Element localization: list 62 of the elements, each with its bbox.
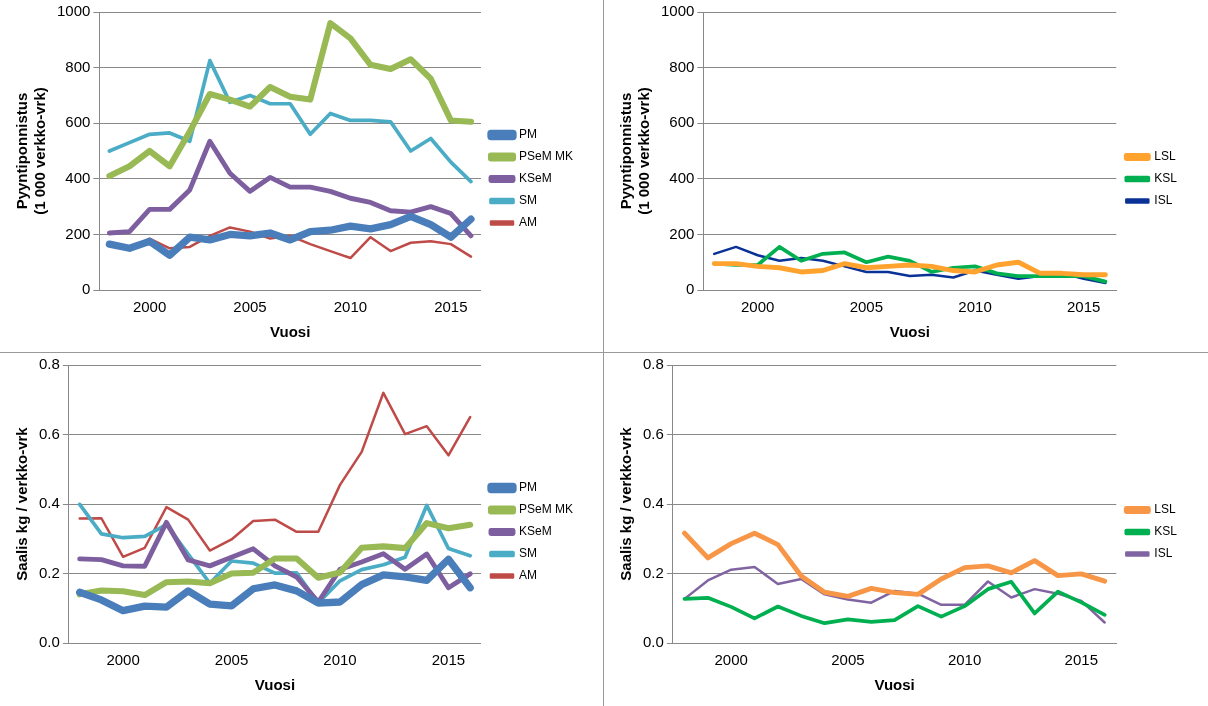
legend-label: LSL — [1154, 502, 1176, 517]
x-tick-label: 2010 — [333, 298, 368, 316]
y-tick-label: 0.6 — [38, 424, 60, 442]
legend-label: ISL — [1154, 546, 1173, 561]
y-tick-label: 1000 — [660, 2, 695, 20]
x-axis-title: Vuosi — [889, 323, 930, 341]
y-tick-label: 800 — [65, 57, 91, 75]
legend-label: PSeM MK — [518, 502, 573, 517]
x-tick-label: 2000 — [714, 651, 748, 669]
x-tick-label: 2000 — [106, 651, 140, 669]
y-tick-label: 1000 — [56, 2, 91, 20]
x-axis-title: Vuosi — [270, 323, 311, 341]
legend-label: KSL — [1154, 171, 1178, 186]
y-tick-label: 0.2 — [642, 563, 664, 581]
x-tick-label: 2000 — [741, 298, 775, 316]
y-axis-title: Pyyntiponnistus (1 000 verkko-vrk) — [617, 87, 653, 215]
legend-label: SM — [518, 546, 537, 561]
x-tick-label: 2015 — [434, 298, 468, 316]
y-tick-label: 400 — [65, 168, 91, 186]
legend-label: PM — [518, 127, 537, 142]
legend-label: KSeM — [518, 524, 552, 539]
legend-label: ISL — [1154, 193, 1173, 208]
y-tick-label: 0.8 — [642, 355, 664, 373]
x-tick-label: 2015 — [431, 651, 466, 669]
y-tick-label: 0.0 — [38, 633, 60, 651]
x-tick-label: 2010 — [958, 298, 992, 316]
y-tick-label: 0 — [686, 280, 695, 298]
legend-label: PSeM MK — [518, 149, 573, 164]
x-tick-label: 2000 — [132, 298, 167, 316]
x-tick-label: 2010 — [323, 651, 357, 669]
legend-label: KSeM — [518, 171, 552, 186]
legend-label: LSL — [1154, 149, 1176, 164]
y-tick-label: 600 — [65, 113, 91, 131]
x-tick-label: 2005 — [849, 298, 884, 316]
legend-label: AM — [518, 568, 537, 583]
x-tick-label: 2015 — [1067, 298, 1101, 316]
x-tick-label: 2005 — [831, 651, 865, 669]
x-tick-label: 2005 — [214, 651, 249, 669]
y-tick-label: 0.4 — [38, 494, 60, 512]
y-tick-label: 0 — [82, 280, 91, 298]
y-tick-label: 0.2 — [38, 563, 60, 581]
x-tick-label: 2015 — [1064, 651, 1098, 669]
y-tick-label: 200 — [669, 224, 695, 242]
y-axis-title: Saalis kg / verkko-vrk — [13, 426, 31, 581]
x-axis-title: Vuosi — [254, 676, 296, 694]
y-axis-title: Saalis kg / verkko-vrk — [617, 426, 635, 581]
x-tick-label: 2005 — [233, 298, 267, 316]
y-tick-label: 600 — [669, 113, 695, 131]
x-axis-title: Vuosi — [874, 676, 915, 694]
x-tick-label: 2010 — [947, 651, 982, 669]
legend-label: SM — [518, 193, 537, 208]
y-tick-label: 800 — [669, 57, 695, 75]
legend-label: KSL — [1154, 524, 1178, 539]
y-tick-label: 0.8 — [38, 355, 60, 373]
y-tick-label: 200 — [65, 224, 91, 242]
y-tick-label: 0.0 — [642, 633, 664, 651]
y-tick-label: 400 — [669, 168, 695, 186]
y-axis-title: Pyyntiponnistus (1 000 verkko-vrk) — [13, 87, 49, 215]
y-tick-label: 0.4 — [642, 494, 664, 512]
legend-label: AM — [518, 215, 537, 230]
legend-label: PM — [518, 480, 537, 495]
y-tick-label: 0.6 — [642, 424, 664, 442]
